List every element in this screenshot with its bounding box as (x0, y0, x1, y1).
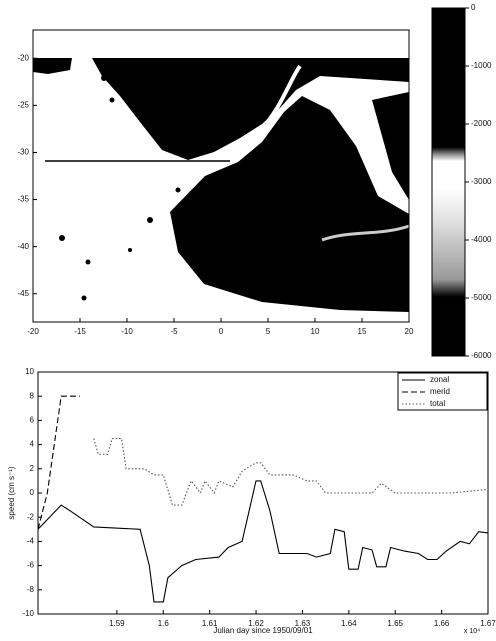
colorbar (431, 7, 466, 357)
y-tick-label: -45 (17, 289, 29, 298)
legend-label: merid (430, 387, 450, 396)
x-tick-label: 10 (311, 327, 320, 336)
colorbar-tick-label: -4000 (471, 235, 492, 244)
x-tick-label: 1.63 (295, 619, 311, 628)
x-tick-label: 1.6 (158, 619, 170, 628)
x-tick-label: 5 (266, 327, 271, 336)
x-tick-label: -20 (27, 327, 39, 336)
y-tick-label: 6 (30, 416, 35, 425)
x-tick-label: 15 (358, 327, 367, 336)
series-line (37, 480, 489, 603)
x-axis-label: Julian day since 1950/09/01 (213, 626, 313, 635)
x-tick-label: 1.65 (387, 619, 403, 628)
y-tick-label: -25 (17, 100, 29, 109)
y-tick-label: -40 (17, 242, 29, 251)
colorbar-tick-label: -5000 (471, 293, 492, 302)
y-tick-label: -2 (27, 512, 35, 521)
series-line (37, 395, 80, 530)
legend-label: zonal (430, 375, 449, 384)
y-tick-label: -8 (27, 585, 35, 594)
y-tick-label: -20 (17, 53, 29, 62)
legend-label: total (430, 399, 445, 408)
y-axis-label: speed (cm s⁻¹) (7, 466, 16, 519)
plot-frame (37, 371, 489, 615)
x-tick-label: 20 (405, 327, 414, 336)
y-tick-label: 2 (30, 464, 35, 473)
map-image (33, 30, 409, 322)
y-tick-label: 10 (25, 367, 34, 376)
y-tick-label: -30 (17, 148, 29, 157)
x-tick-label: 1.67 (480, 619, 496, 628)
x-tick-label: -10 (121, 327, 133, 336)
y-tick-label: 8 (30, 391, 35, 400)
y-tick-label: 4 (30, 440, 35, 449)
y-tick-label: -4 (27, 537, 35, 546)
y-tick-label: -6 (27, 561, 35, 570)
y-tick-label: -10 (22, 609, 34, 618)
y-tick-label: -35 (17, 195, 29, 204)
colorbar-tick-label: -6000 (471, 351, 492, 360)
x-tick-label: 1.64 (341, 619, 357, 628)
x-multiplier: x 10⁴ (464, 628, 480, 635)
colorbar-tick-label: -3000 (471, 177, 492, 186)
colorbar-tick-label: -1000 (471, 61, 492, 70)
x-tick-label: 1.66 (434, 619, 450, 628)
y-tick-label: 0 (30, 488, 35, 497)
x-tick-label: 0 (219, 327, 224, 336)
colorbar-tick-label: -2000 (471, 119, 492, 128)
x-tick-label: 1.59 (109, 619, 125, 628)
x-tick-label: 1.61 (202, 619, 218, 628)
x-tick-label: -5 (170, 327, 178, 336)
x-tick-label: 1.62 (248, 619, 264, 628)
colorbar-tick-label: 0 (471, 3, 476, 12)
x-tick-label: -15 (74, 327, 86, 336)
